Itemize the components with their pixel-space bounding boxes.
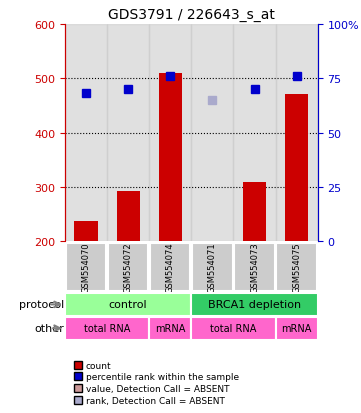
Bar [149,317,191,340]
Bar [243,183,266,242]
Bar [191,317,275,340]
Text: mRNA: mRNA [282,323,312,333]
Text: GSM554070: GSM554070 [82,242,91,292]
Title: GDS3791 / 226643_s_at: GDS3791 / 226643_s_at [108,8,275,22]
Text: BRCA1 depletion: BRCA1 depletion [208,300,301,310]
Bar [285,95,308,242]
Bar [275,25,318,242]
Legend: count, percentile rank within the sample, value, Detection Call = ABSENT, rank, : count, percentile rank within the sample… [70,357,243,408]
Text: GSM554074: GSM554074 [166,242,175,292]
Text: protocol: protocol [19,300,64,310]
Bar [65,25,107,242]
Text: GSM554075: GSM554075 [292,242,301,292]
Text: GSM554073: GSM554073 [250,242,259,293]
FancyBboxPatch shape [192,243,232,292]
Bar [65,317,149,340]
Bar [191,293,318,316]
FancyBboxPatch shape [108,243,148,292]
Bar [275,317,318,340]
Bar [159,74,182,242]
FancyBboxPatch shape [277,243,317,292]
Bar [201,242,224,292]
FancyBboxPatch shape [150,243,191,292]
Text: GSM554071: GSM554071 [208,242,217,292]
Text: GSM554072: GSM554072 [124,242,132,292]
Bar [191,25,234,242]
Bar [65,293,191,316]
Bar [149,25,191,242]
FancyBboxPatch shape [66,243,106,292]
Bar [74,222,97,242]
Text: control: control [109,300,147,310]
Text: total RNA: total RNA [210,323,257,333]
Text: total RNA: total RNA [84,323,130,333]
Bar [117,191,140,242]
Bar [234,25,275,242]
Text: other: other [34,323,64,333]
FancyBboxPatch shape [234,243,275,292]
Text: mRNA: mRNA [155,323,186,333]
Bar [107,25,149,242]
